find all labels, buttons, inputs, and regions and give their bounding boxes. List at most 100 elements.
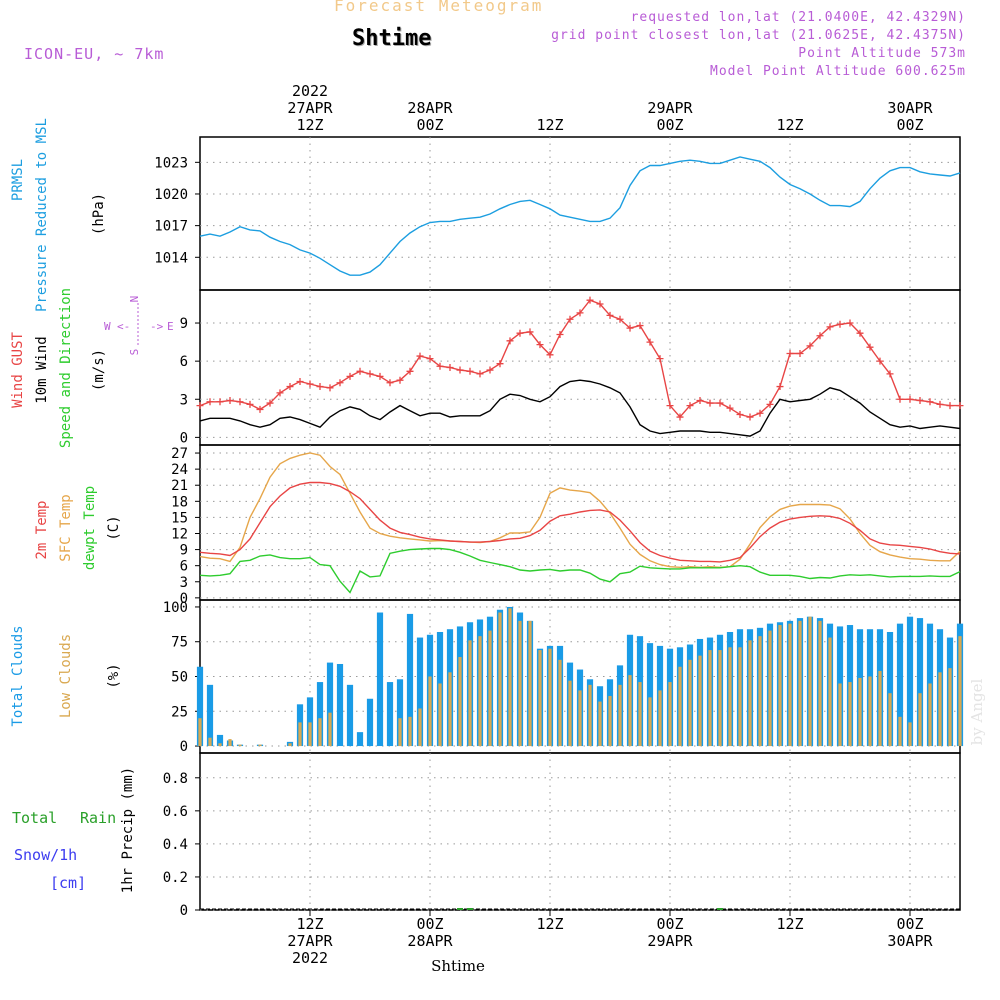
y-tick-label: 75 [171,635,188,651]
total-cloud-bar [356,732,364,747]
compass-south: S [128,349,141,356]
wind-gust-marker [446,364,454,371]
low-cloud-bar [678,666,682,747]
time-label-bottom: 12Z [776,915,803,933]
low-cloud-bar [698,655,702,747]
wind-gust-marker [956,402,964,410]
wind-gust-marker [736,411,744,419]
wind-gust-marker [686,402,694,410]
total-cloud-bar [376,612,384,747]
wind-gust-marker [796,350,804,358]
time-label-top: 28APR [407,99,453,117]
wind-gust-marker [626,324,634,332]
wind-gust-marker [396,376,404,384]
y-tick-label: 25 [171,704,188,720]
time-label-bottom: 27APR [287,932,333,950]
wind-gust-marker [676,413,684,421]
total-cloud-bar [306,697,314,747]
wind-gust-marker [826,323,834,331]
y-tick-label: 9 [180,543,188,559]
panel-frame [199,752,961,911]
rain-bar [467,908,473,910]
wind-gust-marker [356,367,364,375]
low-cloud-bar [948,668,952,747]
y-tick-label: 0 [180,430,188,446]
temp-axis-label: 2m Temp [34,500,50,559]
low-cloud-bar [428,676,432,747]
time-label-bottom: 12Z [536,915,563,933]
wind-gust-marker [886,370,894,378]
precip-axis-label: 1hr Precip (mm) [120,767,136,893]
panel-frame [199,444,961,601]
total-cloud-bar [396,679,404,747]
y-tick-label: 100 [163,600,188,616]
compass-west: W [104,320,111,333]
low-cloud-bar [818,620,822,747]
y-tick-label: 3 [180,575,188,591]
wind-dir-axis-label: Speed and Direction [58,288,74,448]
wind-axis-label: 10m Wind [34,336,50,403]
low-cloud-bar [608,695,612,747]
low-cloud-bar [298,722,302,747]
time-label-bottom: 00Z [416,915,443,933]
wind-gust-marker [716,399,724,407]
wind-gust-marker [576,309,584,317]
rain-bar [457,908,463,910]
low-cloud-bar [938,672,942,747]
model-name: ICON-EU, ~ 7km [24,45,165,63]
wind-gust-marker [586,296,594,304]
low-cloud-bar [488,630,492,747]
point-altitude: Point Altitude 573m [798,46,966,61]
temp-unit: (C) [106,515,122,540]
wind-gust-marker [926,398,934,406]
y-tick-label: 0 [180,591,188,607]
low-cloud-bar [688,659,692,747]
total-cloud-bar [906,616,914,747]
time-label-bottom: 12Z [296,915,323,933]
time-label-bottom: 28APR [407,932,453,950]
low-cloud-bar [508,608,512,747]
wind-gust-marker [756,409,764,417]
low-cloud-bar [228,739,232,747]
y-tick-label: 18 [171,494,188,510]
low-cloud-bar [598,701,602,747]
wind-gust-marker [766,400,774,408]
y-tick-label: 27 [171,446,188,462]
wind-unit: (m/s) [91,349,107,391]
wind-gust-marker [216,398,224,406]
wind-gust-marker [806,342,814,350]
compass-north: N [128,296,141,303]
wind-gust-marker [646,338,654,346]
y-tick-label: 1020 [154,187,188,203]
total-cloud-bar [346,684,354,747]
time-label-top: 00Z [416,116,443,134]
low-cloud-bar [728,647,732,747]
low-cloud-bar [908,722,912,747]
compass-arrow-east: -> [150,320,164,333]
rain-bar [717,908,723,910]
wind-gust-marker [856,329,864,337]
pressure-unit: (hPa) [91,193,107,235]
low-cloud-bar [538,650,542,747]
y-tick-label: 1023 [154,155,188,171]
watermark: by Angel [968,678,986,745]
compass-arrow-west: <- [117,320,130,333]
wind-gust-marker [866,343,874,351]
low-cloud-bar [828,637,832,747]
dewpoint-line [199,547,961,594]
low-cloud-bar [628,675,632,747]
low-cloud-bar [708,650,712,747]
sfc-temp-axis-label: SFC Temp [58,494,74,561]
y-tick-label: 0.2 [163,870,188,886]
wind-gust-marker [236,398,244,406]
low-cloud-bar [498,612,502,747]
wind-gust-marker [226,397,234,405]
wind-gust-marker [636,322,644,330]
wind-gust-marker [656,355,664,363]
time-label-bottom: 29APR [647,932,693,950]
rain-legend-label: Rain [80,809,116,827]
wind-gust-marker [596,300,604,308]
y-tick-label: 15 [171,510,188,526]
total-cloud-bar [416,637,424,747]
wind-gust-marker [416,352,424,360]
